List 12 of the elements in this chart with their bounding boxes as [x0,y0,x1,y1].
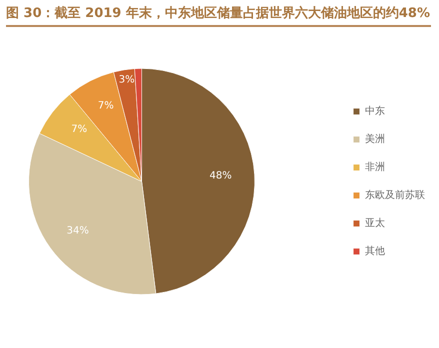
legend-label: 非洲 [365,160,385,174]
legend-label: 美洲 [365,132,385,146]
data-label: 3% [118,74,135,86]
data-label: 48% [210,170,232,182]
data-label: 7% [98,100,114,112]
data-label: 34% [66,225,89,236]
chart-title: 图 30：截至 2019 年末，中东地区储量占据世界六大储油地区的约48% [6,5,430,23]
data-label: 7% [71,124,88,135]
legend-label: 亚太 [365,216,385,230]
legend-label: 中东 [365,104,385,118]
legend-label: 其他 [365,244,385,258]
legend-label: 东欧及前苏联 [365,188,425,202]
